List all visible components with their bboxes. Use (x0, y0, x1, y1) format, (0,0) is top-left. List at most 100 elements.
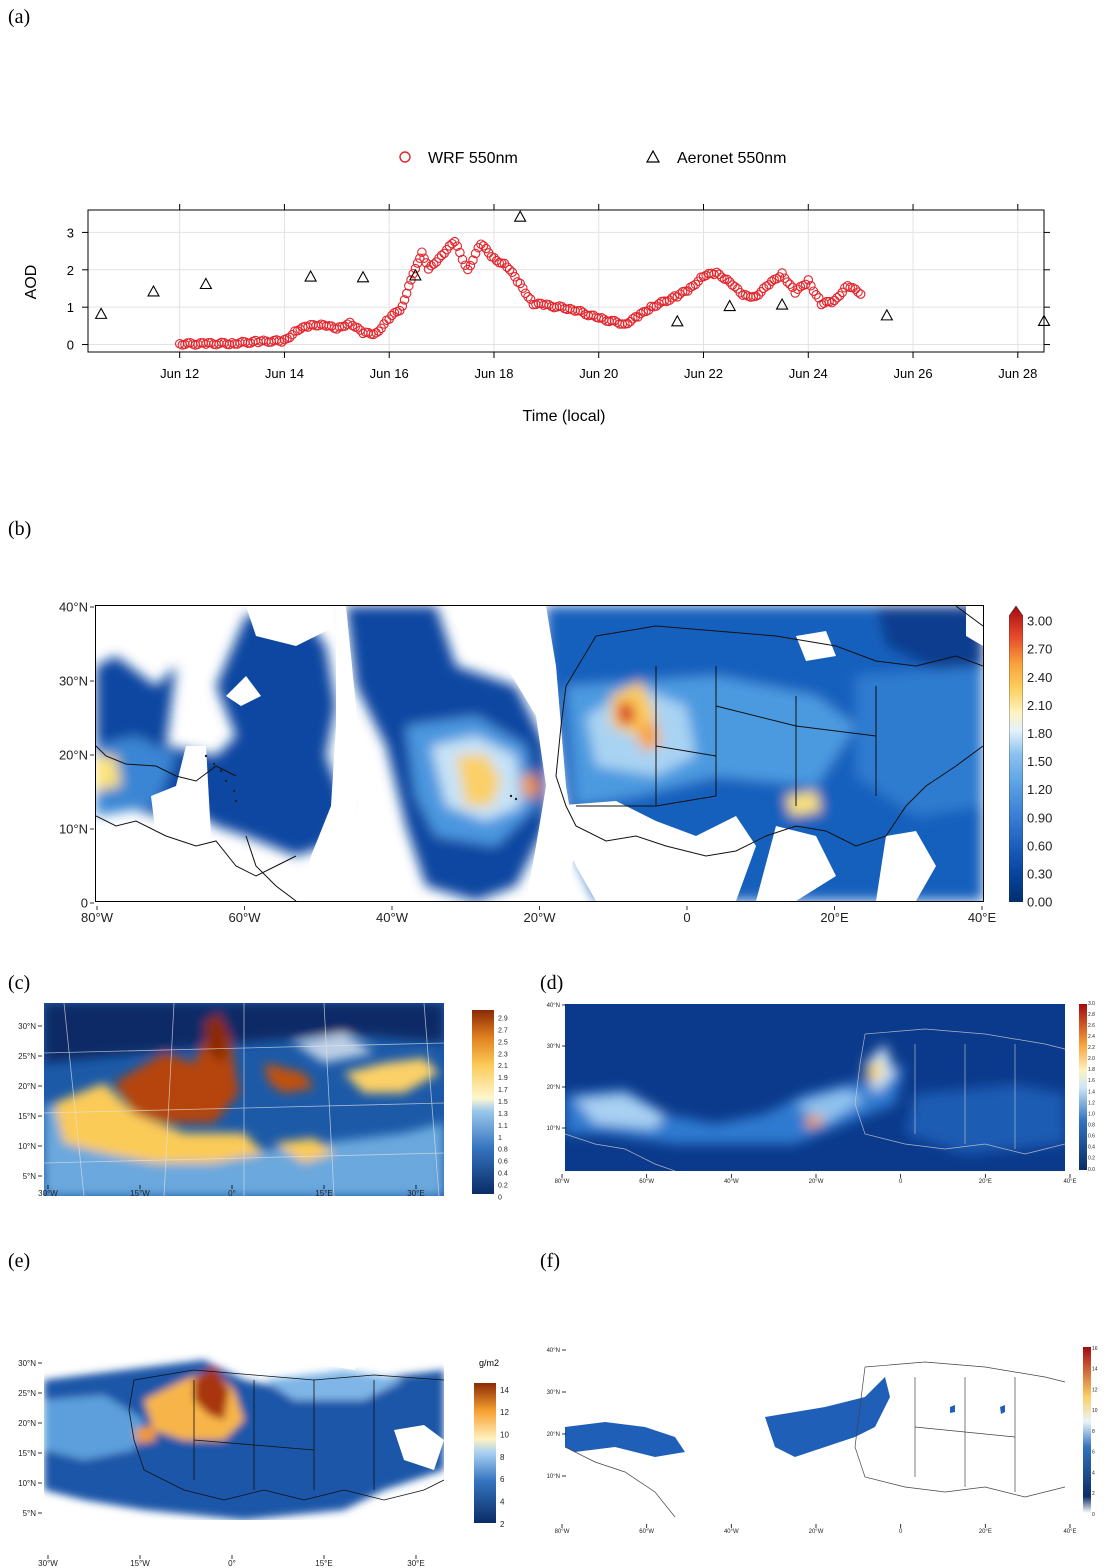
colorbar-tick-label: 2.6 (1088, 1023, 1095, 1029)
lon-tick-label: 80°W (555, 1529, 570, 1535)
colorbar-tick-label: 0.4 (498, 1171, 508, 1178)
wrf-point (523, 292, 533, 302)
wrf-point (449, 236, 460, 247)
lon-tick-label: 30°E (407, 1189, 424, 1198)
colorbar-tick-label: 0.90 (1027, 810, 1052, 825)
wrf-point (758, 283, 769, 293)
x-tick-label: Jun 20 (579, 366, 618, 381)
colorbar-tick-label: 0.4 (1088, 1145, 1095, 1151)
y-tick-label: 3 (67, 225, 74, 240)
colorbar-tick-label: 2 (500, 1520, 505, 1529)
colorbar-tick-label: 0.30 (1027, 866, 1052, 881)
wrf-point (711, 267, 722, 278)
colorbar-f-ticks: 16 14 12 10 8 6 4 2 0 (1092, 1346, 1098, 1518)
lat-tick-label: 30°N (547, 1390, 560, 1396)
lon-tick-label: 20°W (809, 1179, 824, 1185)
aeronet-point (94, 307, 108, 319)
aeronet-point (880, 308, 894, 321)
lon-tick-label: 20°W (809, 1529, 824, 1535)
aeronet-point (670, 314, 684, 327)
aeronet-point (199, 277, 213, 290)
lat-tick-label: 10°N (18, 1479, 36, 1488)
colorbar-tick-label: 1.0 (1088, 1111, 1095, 1117)
wrf-point (724, 277, 735, 287)
map-e-axes: 30°N 25°N 20°N 15°N 10°N 5°N 30°W 15°W 0° 15°E 30°… (18, 1359, 425, 1568)
colorbar-tick-label: 1.2 (1088, 1100, 1095, 1106)
grid (88, 210, 1044, 352)
map-c-axes: 30°N 25°N 20°N 15°N 10°N 5°N30°W 15°W 0° 15°E 30°… (18, 1022, 425, 1198)
lon-tick-label: 60°W (639, 1179, 654, 1185)
wrf-point (722, 274, 732, 285)
wrf-point (295, 324, 305, 334)
legend-aeronet-marker (645, 149, 661, 163)
wrf-point (782, 277, 793, 287)
wrf-point (832, 292, 842, 303)
panel-label-e: (e) (8, 1250, 31, 1272)
colorbar-tick-label: 2.0 (1088, 1056, 1095, 1062)
lat-tick-label: 30°N (547, 1044, 560, 1050)
x-tick-label: Jun 28 (998, 366, 1037, 381)
wrf-point (245, 338, 256, 348)
wrf-point (428, 259, 439, 269)
lat-tick-label: 40°N (547, 1003, 560, 1009)
aeronet-point (304, 269, 318, 282)
wrf-point (855, 289, 866, 299)
lat-tick-label: 0 (81, 896, 88, 911)
colorbar-tick-label: 2.40 (1027, 670, 1052, 685)
colorbar-tick-label: 2.3 (498, 1051, 508, 1058)
wrf-point (447, 238, 457, 249)
wrf-point (667, 293, 677, 303)
wrf-point (326, 321, 337, 331)
map-d-axes: 40°N 30°N 20°N 10°N 80°W 60°W 40°W 20°W 0 20°E 40°… (547, 1003, 1077, 1185)
lon-tick-label: 20°E (820, 910, 849, 925)
colorbar-e-ticks: 14 12 10 8 6 4 2 (500, 1386, 509, 1529)
wrf-point (397, 301, 408, 311)
wrf-point (633, 312, 643, 322)
wrf-series (174, 236, 866, 350)
lat-tick-label: 20°N (547, 1085, 560, 1091)
wrf-point (842, 281, 853, 291)
colorbar-tick-label: 3.00 (1027, 614, 1052, 629)
aeronet-point (513, 210, 527, 222)
colorbar-tick-label: 0 (1092, 1512, 1095, 1518)
wrf-point (630, 312, 641, 322)
wrf-point (753, 290, 764, 300)
colorbar-tick-label: 1 (498, 1135, 502, 1142)
colorbar-tick-label: 10 (500, 1430, 509, 1439)
wrf-point (465, 260, 476, 271)
map-b (95, 605, 984, 902)
colorbar-c (472, 1010, 494, 1194)
lon-tick-label: 15°W (130, 1189, 150, 1198)
wrf-point (410, 263, 421, 274)
colorbar-tick-label: 8 (1092, 1429, 1095, 1435)
lat-tick-label: 5°N (23, 1509, 37, 1518)
wrf-point (717, 272, 727, 282)
lon-tick-label: 15°E (315, 1189, 332, 1198)
map-f-axes: 40°N 30°N 20°N 10°N 80°W 60°W 40°W 20°W 0 20°E 40°… (547, 1348, 1077, 1535)
wrf-point (394, 305, 405, 316)
wrf-point (436, 250, 447, 261)
legend-wrf-label: WRF 550nm (428, 150, 518, 167)
panel-label-c: (c) (8, 972, 31, 994)
wrf-point (434, 253, 444, 263)
wrf-point (468, 255, 478, 265)
lon-tick-label: 0 (899, 1179, 903, 1185)
wrf-point (452, 241, 463, 251)
wrf-point (368, 329, 379, 340)
wrf-point (277, 337, 287, 347)
lon-tick-label: 60°W (639, 1529, 654, 1535)
lon-tick-label: 80°W (555, 1179, 570, 1185)
colorbar-e-unit: g/m2 (479, 1358, 500, 1368)
wrf-point (399, 295, 410, 305)
panel-label-b: (b) (8, 518, 32, 540)
lon-tick-label: 80°W (81, 910, 114, 925)
colorbar-tick-label: 1.6 (1088, 1078, 1095, 1084)
lon-tick-label: 0° (228, 1559, 236, 1568)
colorbar-d (1079, 1004, 1087, 1170)
wrf-point (827, 297, 837, 308)
y-tick-label: 1 (67, 300, 74, 315)
colorbar-tick-label: 8 (500, 1453, 505, 1462)
colorbar-tick-label: 2.8 (1088, 1012, 1095, 1018)
colorbar-tick-label: 14 (500, 1386, 509, 1395)
y-tick-label: 0 (67, 338, 74, 353)
